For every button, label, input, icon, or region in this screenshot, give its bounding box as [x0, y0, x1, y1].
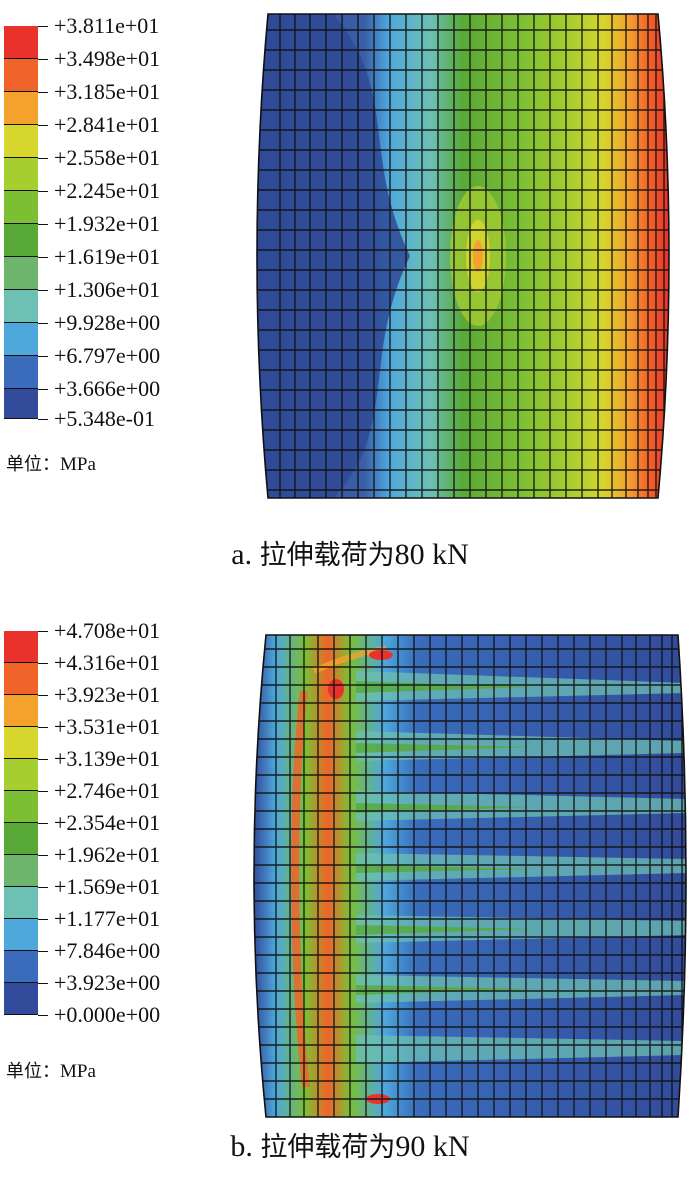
- swatch: [4, 191, 38, 224]
- caption-a: a. 拉伸载荷为80 kN: [0, 533, 700, 572]
- tick: [38, 759, 48, 760]
- swatch: [4, 727, 38, 759]
- legend-value: +7.846e+00: [54, 938, 161, 963]
- tick: [38, 727, 48, 728]
- panel-a: +3.811e+01 +3.498e+01 +3.185e+01 +2.841e…: [0, 13, 700, 572]
- tick: [38, 823, 48, 824]
- legend-value: +2.354e+01: [54, 810, 161, 835]
- legend-value: +1.306e+01: [54, 277, 161, 302]
- tick: [38, 695, 48, 696]
- legend-value: +1.177e+01: [54, 906, 161, 931]
- tick: [38, 919, 48, 920]
- tick: [38, 389, 48, 390]
- tick: [38, 290, 48, 291]
- swatch: [4, 983, 38, 1015]
- swatch: [4, 224, 38, 257]
- legend-value: +0.000e+00: [54, 1002, 161, 1027]
- caption-b: b. 拉伸载荷为90 kN: [0, 1125, 700, 1164]
- tick: [38, 1015, 48, 1016]
- legend-value: +2.746e+01: [54, 778, 161, 803]
- tick: [38, 158, 48, 159]
- tick: [38, 663, 48, 664]
- legend-value: +3.923e+00: [54, 970, 161, 995]
- legend-value: +3.666e+00: [54, 376, 161, 401]
- unit-value: MPa: [60, 454, 96, 475]
- unit-label-a: 单位：MPa: [6, 450, 96, 476]
- swatch: [4, 92, 38, 125]
- legend-value: +2.841e+01: [54, 112, 161, 137]
- caption-text: 拉伸载荷为: [260, 1132, 396, 1163]
- legend-value: +9.928e+00: [54, 310, 161, 335]
- unit-prefix: 单位：: [6, 454, 60, 475]
- tick: [38, 92, 48, 93]
- legend-value: +5.348e-01: [54, 406, 155, 431]
- tick: [38, 59, 48, 60]
- legend-value: +3.185e+01: [54, 79, 161, 104]
- tick: [38, 356, 48, 357]
- caption-text: 拉伸载荷为: [259, 540, 395, 571]
- stress-contour-a: [256, 13, 670, 499]
- tick: [38, 125, 48, 126]
- panel-b: +4.708e+01 +4.316e+01 +3.923e+01 +3.531e…: [0, 605, 700, 1179]
- caption-value: 90 kN: [395, 1130, 470, 1163]
- caption-value: 80 kN: [394, 538, 469, 571]
- tick: [38, 631, 48, 632]
- tick: [38, 419, 48, 420]
- swatch: [4, 389, 38, 419]
- swatch: [4, 759, 38, 791]
- unit-prefix: 单位：: [6, 1061, 60, 1082]
- legend-value: +3.139e+01: [54, 746, 161, 771]
- tick: [38, 191, 48, 192]
- legend-value: +3.923e+01: [54, 682, 161, 707]
- tick: [38, 26, 48, 27]
- swatch: [4, 323, 38, 356]
- swatch: [4, 855, 38, 887]
- legend-value: +3.498e+01: [54, 46, 161, 71]
- legend-value: +1.619e+01: [54, 244, 161, 269]
- tick: [38, 855, 48, 856]
- swatch: [4, 791, 38, 823]
- swatch: [4, 356, 38, 389]
- swatch: [4, 257, 38, 290]
- swatch: [4, 290, 38, 323]
- caption-prefix: b.: [230, 1130, 253, 1163]
- tick: [38, 983, 48, 984]
- swatch: [4, 887, 38, 919]
- stress-contour-b: [253, 634, 687, 1118]
- swatch: [4, 158, 38, 191]
- swatch: [4, 59, 38, 92]
- caption-prefix: a.: [231, 538, 253, 571]
- swatch: [4, 951, 38, 983]
- swatch: [4, 631, 38, 663]
- swatch: [4, 695, 38, 727]
- swatch: [4, 26, 38, 59]
- legend-value: +2.245e+01: [54, 178, 161, 203]
- swatch: [4, 663, 38, 695]
- tick: [38, 323, 48, 324]
- legend-value: +3.531e+01: [54, 714, 161, 739]
- legend-value: +1.932e+01: [54, 211, 161, 236]
- legend-value: +4.316e+01: [54, 650, 161, 675]
- unit-value: MPa: [60, 1061, 96, 1082]
- swatch: [4, 823, 38, 855]
- legend-value: +4.708e+01: [54, 618, 161, 643]
- unit-label-b: 单位：MPa: [6, 1057, 96, 1083]
- tick: [38, 791, 48, 792]
- tick: [38, 887, 48, 888]
- swatch: [4, 125, 38, 158]
- tick: [38, 257, 48, 258]
- legend-value: +1.962e+01: [54, 842, 161, 867]
- legend-value: +1.569e+01: [54, 874, 161, 899]
- legend-value: +6.797e+00: [54, 343, 161, 368]
- legend-value: +3.811e+01: [54, 13, 160, 38]
- swatch: [4, 919, 38, 951]
- tick: [38, 224, 48, 225]
- tick: [38, 951, 48, 952]
- legend-value: +2.558e+01: [54, 145, 161, 170]
